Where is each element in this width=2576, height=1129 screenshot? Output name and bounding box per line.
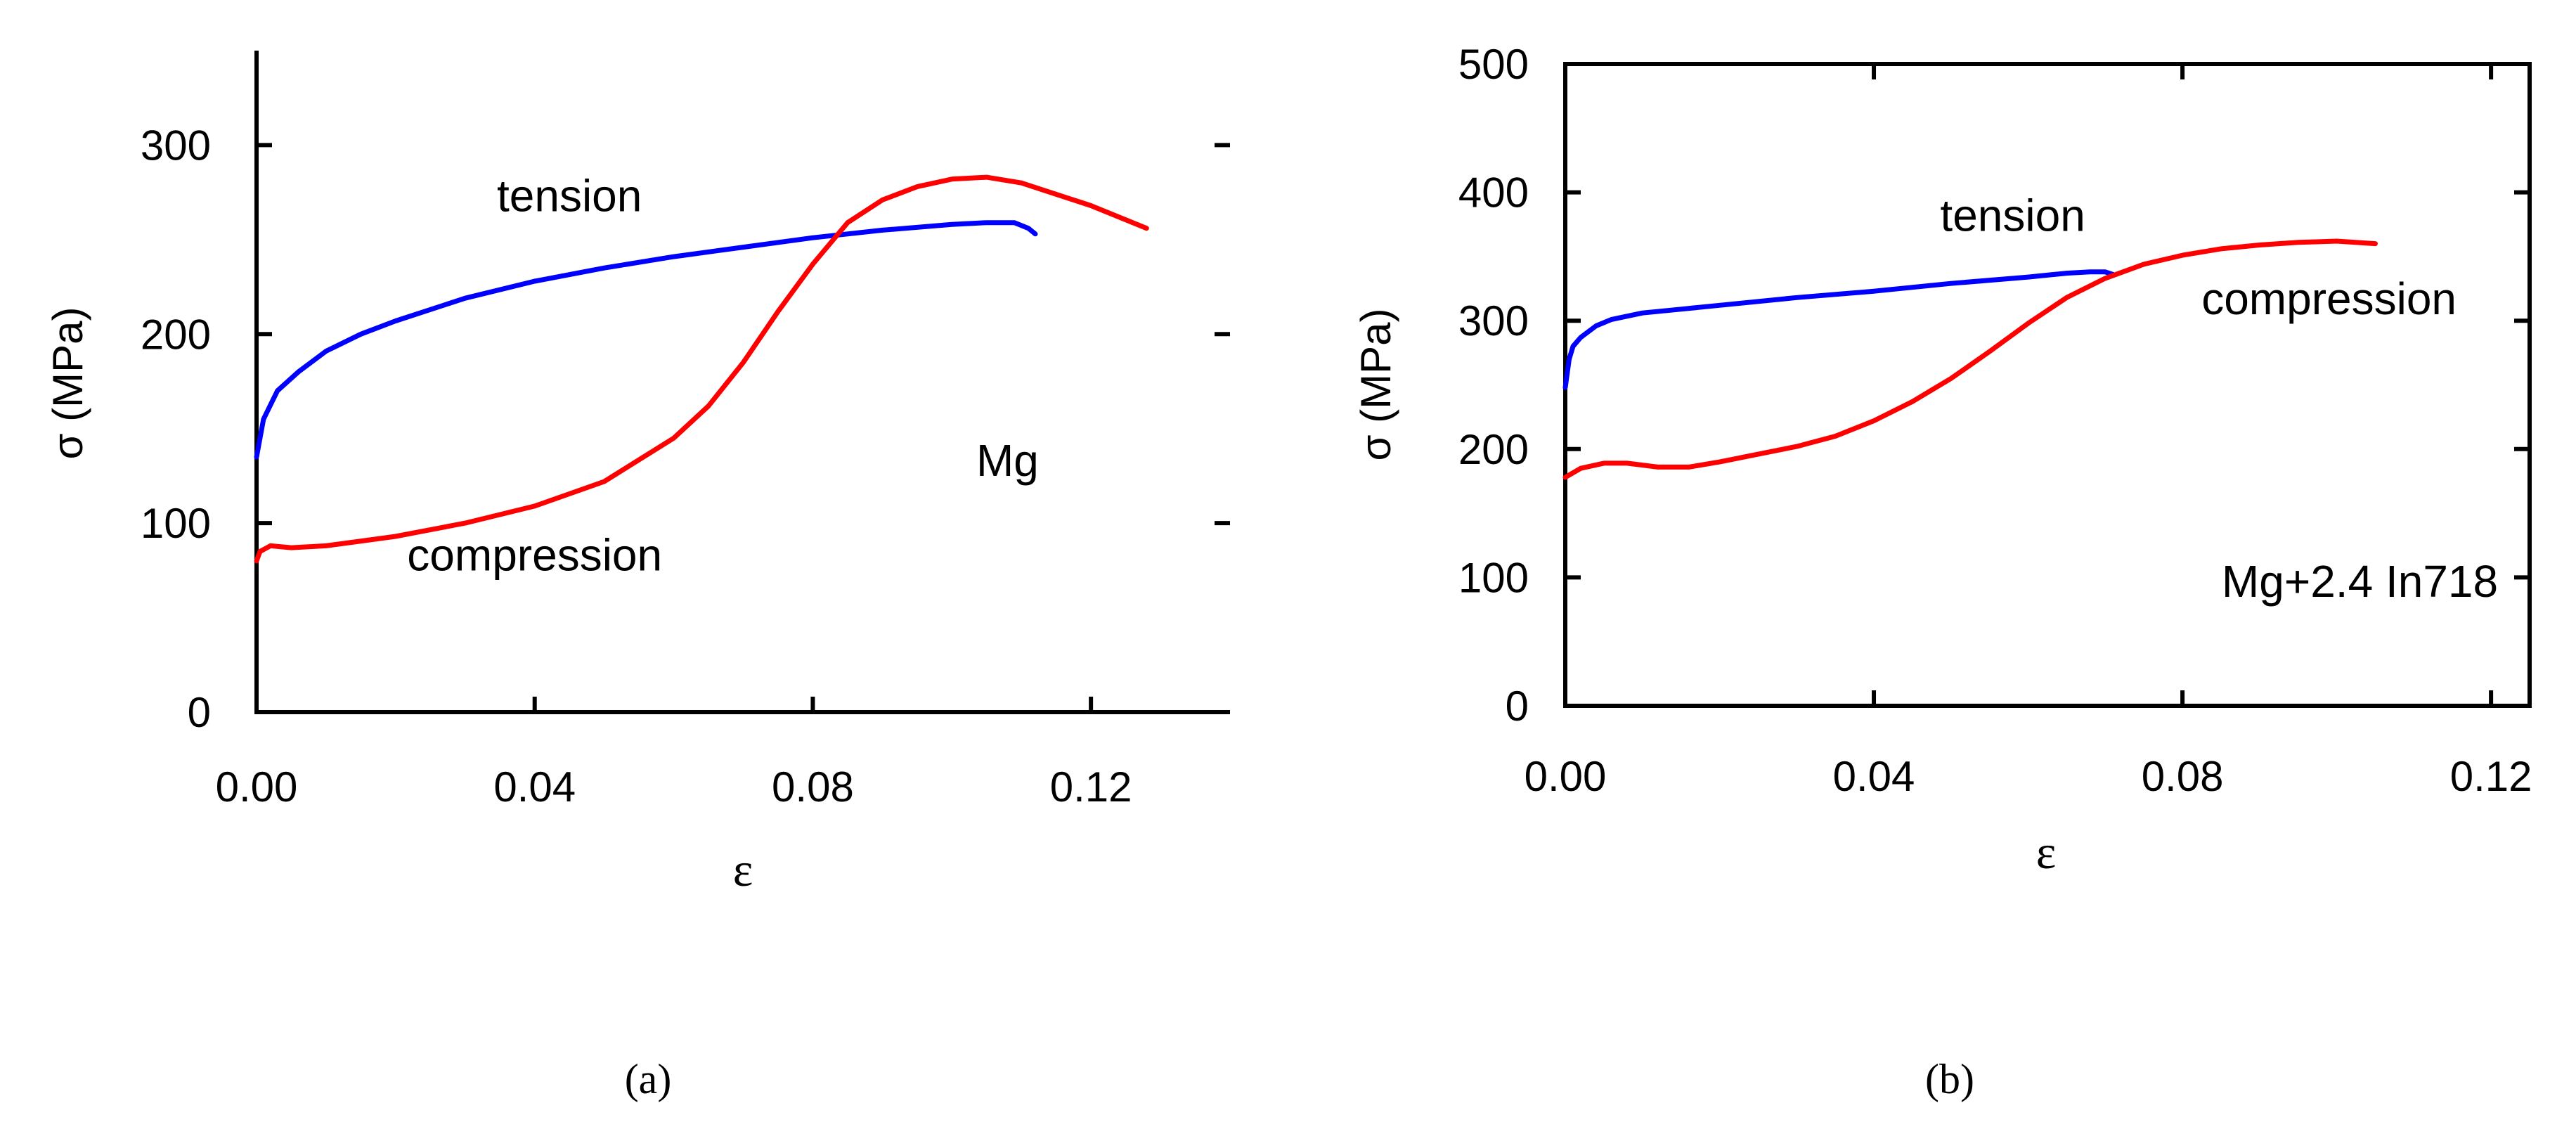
y-tick-label: 0 [1506,683,1529,730]
annotation-label: Mg [976,435,1039,486]
y-tick-label: 0 [188,689,211,736]
x-tick-label: 0.12 [1050,763,1132,811]
y-tick-label: 200 [1458,426,1529,473]
x-tick-label: 0.00 [216,763,298,811]
x-tick-label: 0.08 [2142,753,2224,800]
annotation-label: compression [2201,273,2457,324]
panel-label-b: (b) [1925,1056,1974,1102]
x-axis-title-a: ε [733,843,753,896]
tension-curve [1562,269,2116,390]
y-tick-label: 200 [141,311,211,358]
chart-panel-a: 0 100 200 300 0.00 0.04 0.08 0.12 tension compr… [44,51,1230,1102]
y-tick-label: 300 [141,122,211,169]
y-tick-label: 100 [141,500,211,547]
y-tick-label: 100 [1458,554,1529,601]
annotation-label: compression [407,529,662,580]
annotation-label: Mg+2.4 In718 [2222,556,2498,607]
x-tick-label: 0.04 [1833,753,1915,800]
plot-frame-b [1563,62,2532,708]
x-tick-label: 0.12 [2450,753,2532,800]
y-axis-title-b: σ (MPa) [1352,308,1399,460]
x-tick-label: 0.08 [772,763,854,811]
plot-frame-a [254,51,1230,714]
chart-panel-b: 0 100 200 300 400 500 0.00 0.04 0.08 0.12 tensio… [1352,41,2532,1102]
y-tick-label: 300 [1458,297,1529,344]
annotation-label: tension [1940,190,2085,240]
y-tick-label: 400 [1458,169,1529,217]
x-tick-label: 0.04 [493,763,576,811]
tension-curve [254,220,1038,460]
y-axis-title-a: σ (MPa) [44,307,91,459]
compression-curve [1562,238,2378,480]
compression-curve [254,174,1149,564]
annotation-label: tension [497,171,642,221]
x-axis-title-b: ε [2036,825,2057,879]
y-tick-label: 500 [1458,41,1529,88]
panel-label-a: (a) [625,1056,672,1102]
x-tick-label: 0.00 [1525,753,1607,800]
